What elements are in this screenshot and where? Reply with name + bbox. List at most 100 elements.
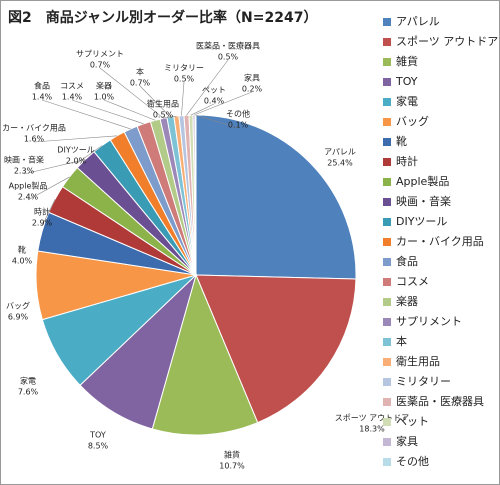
legend-label: Apple製品 <box>396 174 449 188</box>
leader-line <box>41 199 56 227</box>
data-label-value: 18.3% <box>359 425 385 434</box>
legend-swatch <box>383 218 391 226</box>
data-label-name: その他 <box>226 109 250 119</box>
data-label-name: 雑貨 <box>224 450 240 460</box>
legend-label: アパレル <box>396 15 440 28</box>
legend-swatch <box>383 158 391 166</box>
leader-line <box>162 115 177 119</box>
legend-label: スポーツ アウトドア <box>396 35 498 48</box>
pie-slice <box>79 273 197 430</box>
data-label-name: 映画・音楽 <box>4 155 44 165</box>
legend-swatch <box>383 438 391 446</box>
leader-line <box>139 85 171 118</box>
data-label-name: 食品 <box>34 81 50 91</box>
legend-label: 家具 <box>396 434 418 448</box>
leader-line <box>103 99 156 121</box>
legend-label: バッグ <box>396 114 429 128</box>
legend-label: その他 <box>396 455 429 468</box>
legend-label: ミリタリー <box>396 375 451 388</box>
leader-line <box>195 114 239 129</box>
legend-label: 時計 <box>396 154 418 168</box>
pie-slice <box>151 273 259 436</box>
legend-swatch <box>383 78 391 86</box>
data-label-value: 25.4% <box>327 159 353 168</box>
data-label-name: サプリメント <box>76 50 124 59</box>
legend-label: 食品 <box>396 254 418 268</box>
legend-swatch <box>383 358 391 366</box>
data-label-value: 1.4% <box>32 93 53 102</box>
leader-line <box>190 103 215 116</box>
data-label-name: 衛生用品 <box>147 99 179 109</box>
data-label-value: 1.4% <box>62 93 83 102</box>
data-label-value: 1.6% <box>24 135 45 144</box>
legend-label: 衛生用品 <box>396 354 440 368</box>
legend-label: 本 <box>396 334 407 348</box>
data-label-name: 家電 <box>20 376 36 386</box>
data-label-value: 10.7% <box>219 462 245 471</box>
data-label-name: Apple製品 <box>9 181 48 191</box>
data-label-value: 1.0% <box>94 93 115 102</box>
legend-swatch <box>383 38 391 46</box>
data-label-name: 本 <box>136 67 144 77</box>
legend-label: DIYツール <box>396 215 447 228</box>
data-label-value: 4.0% <box>12 257 33 266</box>
leader-line <box>33 135 118 143</box>
data-label-name: 医薬品・医療器具 <box>196 41 260 51</box>
data-label-value: 0.7% <box>130 79 151 88</box>
legend-swatch <box>383 178 391 186</box>
data-label-value: 8.5% <box>88 442 109 451</box>
data-label-value: 0.1% <box>228 121 249 130</box>
data-label-name: 楽器 <box>96 81 112 91</box>
legend-label: 楽器 <box>396 295 418 308</box>
data-label-value: 0.5% <box>153 111 174 120</box>
legend-swatch <box>383 238 391 246</box>
leader-line <box>193 91 253 116</box>
leader-line <box>99 67 164 119</box>
chart-title: 図2 商品ジャンル別オーダー比率（N=2247） <box>8 9 317 26</box>
legend-swatch <box>383 378 391 386</box>
leader-line <box>75 145 103 165</box>
data-label-value: 0.5% <box>174 75 195 84</box>
legend-label: TOY <box>395 75 418 88</box>
data-label-name: ペット <box>202 86 226 95</box>
legend-label: サプリメント <box>396 315 462 328</box>
legend-swatch <box>383 258 391 266</box>
legend-swatch <box>383 58 391 66</box>
leader-line <box>27 176 70 201</box>
legend-label: 靴 <box>396 134 407 148</box>
legend-swatch <box>383 98 391 106</box>
legend-swatch <box>383 278 391 286</box>
data-label-name: バッグ <box>6 301 30 311</box>
legend-label: 雑貨 <box>396 54 418 68</box>
legend-label: ペット <box>396 415 429 428</box>
data-label-name: 家具 <box>244 73 260 83</box>
legend-swatch <box>383 198 391 206</box>
leader-line <box>23 159 86 175</box>
data-label-name: スポーツ アウトドア <box>335 414 409 423</box>
legend-swatch <box>383 338 391 346</box>
data-label-name: ミリタリー <box>164 64 204 73</box>
legend-swatch <box>383 18 391 26</box>
data-label-name: アパレル <box>324 148 356 157</box>
legend-swatch <box>383 398 391 406</box>
legend-swatch <box>383 418 391 426</box>
data-label-value: 7.6% <box>18 388 39 397</box>
legend-label: コスメ <box>396 275 429 288</box>
legend-label: カー・バイク用品 <box>396 235 484 248</box>
data-label-name: DIYツール <box>57 146 94 155</box>
legend-label: 映画・音楽 <box>396 194 451 208</box>
legend-swatch <box>383 118 391 126</box>
data-label-name: 靴 <box>18 245 26 255</box>
leader-line <box>41 99 131 130</box>
data-label-name: 時計 <box>34 207 50 217</box>
legend-swatch <box>383 138 391 146</box>
data-label-name: カー・バイク用品 <box>2 124 66 133</box>
legend-swatch <box>383 298 391 306</box>
leader-line <box>186 59 229 116</box>
data-label-value: 2.4% <box>18 193 39 202</box>
data-label-name: コスメ <box>60 82 84 91</box>
legend-swatch <box>383 318 391 326</box>
data-label-value: 0.4% <box>204 97 225 106</box>
data-label-value: 6.9% <box>8 313 29 322</box>
